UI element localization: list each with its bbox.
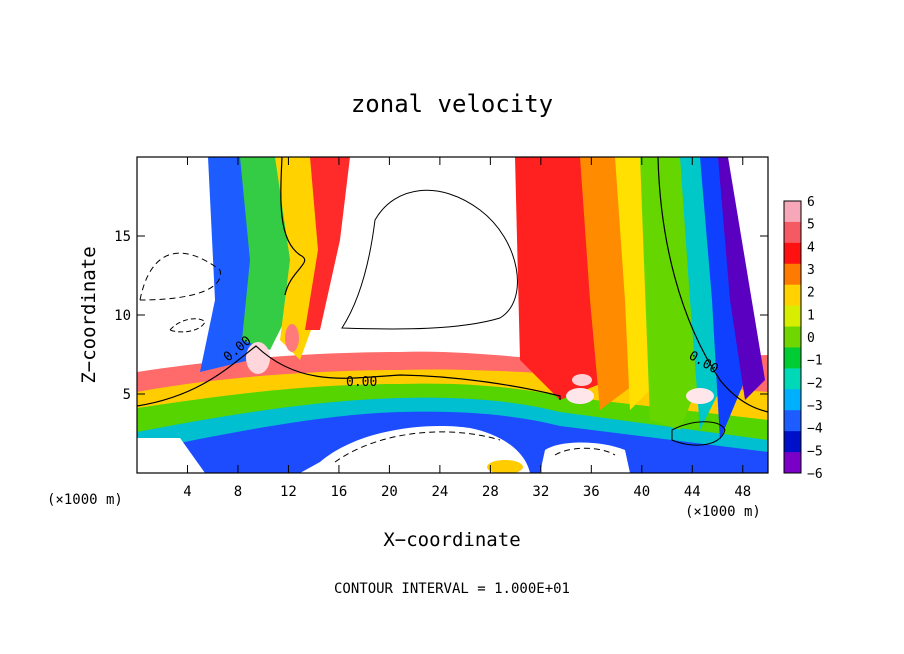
contour-interval-note: CONTOUR INTERVAL = 1.000E+01 bbox=[334, 581, 570, 597]
chart-title: zonal velocity bbox=[351, 90, 553, 118]
y-axis-label: Z−coordinate bbox=[78, 246, 100, 383]
field-white-pocket-3 bbox=[137, 438, 205, 473]
colorbar-tick-label: 5 bbox=[807, 218, 815, 233]
contour-dashed-small bbox=[169, 318, 206, 333]
x-tick-label: 44 bbox=[684, 484, 701, 500]
colorbar-tick-label: 6 bbox=[807, 195, 815, 210]
x-tick-label: 48 bbox=[734, 484, 751, 500]
colorbar-swatch bbox=[784, 242, 801, 265]
y-tick-label: 15 bbox=[114, 229, 131, 245]
contour-loop-right bbox=[671, 421, 726, 446]
colorbar-swatch bbox=[784, 389, 801, 411]
contour-positive-top bbox=[341, 189, 518, 330]
colorbar-tick-label: −2 bbox=[807, 376, 823, 391]
colorbar-frame bbox=[783, 200, 802, 474]
colorbar-tick-label: 0 bbox=[807, 331, 815, 346]
colorbar-swatch bbox=[784, 347, 801, 369]
colorbar-swatch bbox=[784, 221, 801, 244]
colorbar-tick-label: −3 bbox=[807, 399, 823, 414]
colorbar-swatch bbox=[784, 326, 801, 348]
x-tick-label: 40 bbox=[633, 484, 650, 500]
colorbar-swatch bbox=[784, 368, 801, 390]
x-tick-label: 24 bbox=[431, 484, 448, 500]
velocity-field: 0.00 0.00 0.00 bbox=[137, 157, 768, 473]
colorbar-swatch bbox=[784, 201, 801, 223]
colorbar-tick-label: 4 bbox=[807, 240, 815, 255]
colorbar-swatch bbox=[784, 452, 801, 474]
colorbar-swatch bbox=[784, 410, 801, 432]
colorbar-tick-label: −4 bbox=[807, 422, 823, 437]
contour-dashed-pocket bbox=[334, 431, 501, 463]
y-tick-label: 5 bbox=[123, 387, 131, 403]
colorbar-tick-label: −1 bbox=[807, 354, 823, 369]
contour-zero-main bbox=[137, 345, 561, 407]
colorbar-swatch bbox=[784, 263, 801, 286]
colorbar-swatch bbox=[784, 431, 801, 453]
colorbar-tick-label: −6 bbox=[807, 467, 823, 482]
x-unit-right: (×1000 m) bbox=[685, 504, 761, 520]
colorbar-tick-label: 2 bbox=[807, 286, 815, 301]
colorbar-tick-label: 3 bbox=[807, 263, 815, 278]
contour-label-2: 0.00 bbox=[346, 375, 377, 390]
colorbar-swatch bbox=[784, 284, 801, 307]
x-axis-ticks: 4 8 12 16 20 24 28 32 36 40 44 48 bbox=[183, 157, 751, 500]
field-spot-3 bbox=[566, 388, 594, 404]
field-spot-4 bbox=[572, 374, 592, 386]
y-axis-ticks: 5 10 15 bbox=[114, 229, 768, 403]
colorbar-swatch bbox=[784, 305, 801, 328]
x-tick-label: 12 bbox=[280, 484, 297, 500]
field-left-plume-red bbox=[305, 157, 350, 330]
field-right-plume-blue bbox=[700, 157, 745, 440]
x-tick-label: 20 bbox=[381, 484, 398, 500]
contour-zero-left-plume bbox=[280, 157, 306, 296]
field-spot-2 bbox=[285, 324, 299, 352]
field-spot-6 bbox=[487, 460, 523, 473]
field-right-plume-purple bbox=[718, 157, 765, 400]
x-axis-label: X−coordinate bbox=[383, 529, 520, 551]
field-right-plume-cyan bbox=[680, 157, 725, 430]
colorbar: 6 5 4 3 2 1 0 −1 −2 −3 −4 −5 −6 bbox=[783, 195, 823, 482]
x-tick-label: 28 bbox=[482, 484, 499, 500]
y-tick-label: 10 bbox=[114, 308, 131, 324]
field-white-pocket-2 bbox=[540, 442, 630, 473]
x-tick-label: 16 bbox=[330, 484, 347, 500]
x-tick-label: 36 bbox=[583, 484, 600, 500]
x-tick-label: 8 bbox=[234, 484, 242, 500]
colorbar-tick-label: −5 bbox=[807, 444, 823, 459]
contour-dashed-left bbox=[139, 252, 221, 301]
field-spot-1 bbox=[246, 342, 270, 374]
field-spot-5 bbox=[686, 388, 714, 404]
contour-dashed-pocket-2 bbox=[554, 447, 616, 456]
x-tick-label: 32 bbox=[532, 484, 549, 500]
contour-zero-right bbox=[657, 157, 768, 413]
colorbar-tick-label: 1 bbox=[807, 308, 815, 323]
x-tick-label: 4 bbox=[183, 484, 191, 500]
x-unit-left: (×1000 m) bbox=[47, 492, 123, 508]
field-white-pocket-1 bbox=[300, 425, 530, 473]
